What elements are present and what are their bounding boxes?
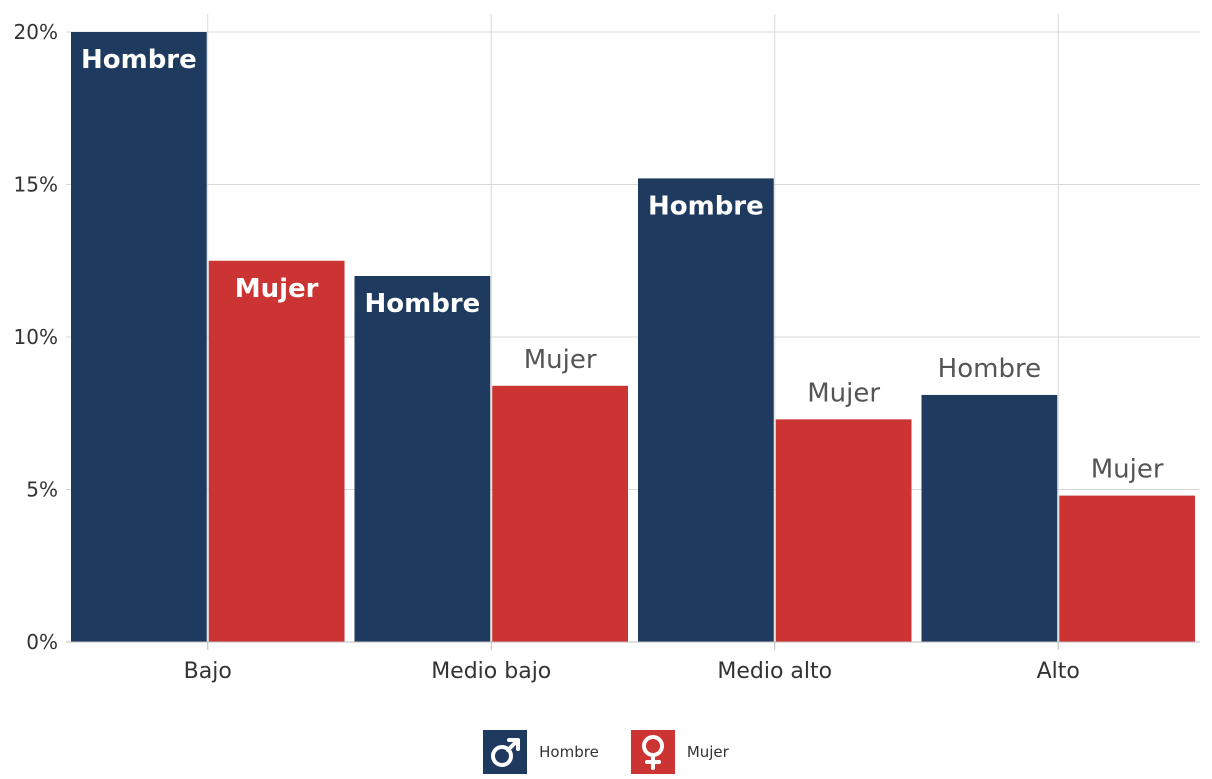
bar-label: Mujer bbox=[235, 274, 319, 304]
y-tick-label: 5% bbox=[26, 478, 58, 502]
x-tick-label: Medio bajo bbox=[431, 659, 551, 684]
bar-hombre bbox=[638, 178, 774, 642]
x-tick-label: Alto bbox=[1037, 659, 1080, 684]
bar-hombre bbox=[71, 32, 207, 642]
bar-chart: 0%5%10%15%20% HombreMujerHombreMujerHomb… bbox=[14, 14, 1200, 684]
legend-item-hombre[interactable]: Hombre bbox=[483, 730, 599, 774]
female-symbol-icon bbox=[630, 730, 675, 774]
bar-mujer bbox=[492, 385, 628, 642]
y-axis: 0% 5% 10% 15% 20% bbox=[14, 20, 58, 654]
legend: Hombre Mujer bbox=[0, 730, 1212, 774]
bar-label: Mujer bbox=[524, 345, 597, 375]
legend-label-hombre: Hombre bbox=[539, 743, 599, 761]
y-tick-label: 0% bbox=[26, 630, 58, 654]
bar-mujer bbox=[208, 260, 345, 642]
legend-item-mujer[interactable]: Mujer bbox=[630, 730, 729, 774]
bar-label: Mujer bbox=[1091, 455, 1164, 485]
bar-hombre bbox=[354, 276, 491, 642]
x-tick-label: Bajo bbox=[184, 659, 232, 684]
legend-label-mujer: Mujer bbox=[686, 743, 729, 761]
bar-mujer bbox=[1059, 495, 1195, 642]
bar-hombre bbox=[921, 394, 1058, 642]
bar-label: Mujer bbox=[807, 378, 880, 408]
bar-label: Hombre bbox=[364, 289, 480, 319]
y-tick-label: 20% bbox=[14, 20, 58, 44]
x-axis: Bajo Medio bajo Medio alto Alto bbox=[66, 641, 1200, 684]
bar-label: Hombre bbox=[648, 191, 764, 221]
x-tick-label: Medio alto bbox=[717, 659, 832, 684]
bar-label: Hombre bbox=[938, 354, 1041, 384]
bars: Hombre Mujer Hombre Mujer Hombre Mujer Hombre M… bbox=[71, 32, 1195, 642]
bar-mujer bbox=[775, 419, 912, 642]
y-tick-label: 15% bbox=[14, 173, 58, 197]
bar-label: Hombre bbox=[81, 45, 197, 75]
y-tick-label: 10% bbox=[14, 325, 58, 349]
male-symbol-icon bbox=[483, 730, 528, 774]
